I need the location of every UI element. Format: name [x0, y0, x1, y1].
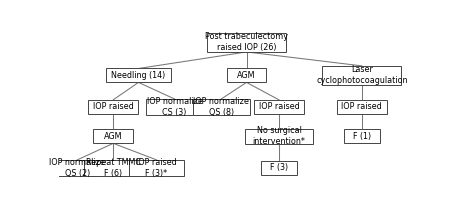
FancyBboxPatch shape	[245, 129, 313, 144]
Text: IOP raised: IOP raised	[93, 102, 134, 111]
FancyBboxPatch shape	[192, 99, 250, 115]
FancyBboxPatch shape	[261, 161, 297, 175]
Text: IOP raised: IOP raised	[341, 102, 382, 111]
Text: IOP normalize
CS (3): IOP normalize CS (3)	[146, 97, 202, 117]
FancyBboxPatch shape	[146, 99, 203, 115]
FancyBboxPatch shape	[254, 100, 304, 114]
FancyBboxPatch shape	[93, 129, 133, 143]
FancyBboxPatch shape	[337, 100, 387, 114]
Text: Repeat TMMC
F (6): Repeat TMMC F (6)	[86, 158, 141, 178]
Text: F (3): F (3)	[270, 163, 288, 172]
Text: AGM: AGM	[104, 132, 122, 141]
Text: Needling (14): Needling (14)	[111, 71, 165, 80]
FancyBboxPatch shape	[322, 66, 401, 85]
Text: Laser
cyclophotocoagulation: Laser cyclophotocoagulation	[316, 65, 408, 85]
FancyBboxPatch shape	[344, 129, 380, 143]
FancyBboxPatch shape	[207, 33, 286, 52]
Text: Post trabeculectomy
raised IOP (26): Post trabeculectomy raised IOP (26)	[205, 32, 288, 52]
FancyBboxPatch shape	[227, 68, 266, 82]
Text: IOP normalize
QS (8): IOP normalize QS (8)	[193, 97, 249, 117]
Text: F (1): F (1)	[353, 132, 371, 141]
FancyBboxPatch shape	[129, 160, 183, 176]
Text: IOP raised
F (3)*: IOP raised F (3)*	[136, 158, 177, 178]
FancyBboxPatch shape	[106, 68, 171, 82]
FancyBboxPatch shape	[88, 100, 138, 114]
FancyBboxPatch shape	[48, 160, 106, 176]
FancyBboxPatch shape	[84, 160, 142, 176]
Text: AGM: AGM	[237, 71, 256, 80]
Text: IOP raised: IOP raised	[258, 102, 299, 111]
Text: No surgical
intervention*: No surgical intervention*	[253, 126, 305, 146]
Text: IOP normalize
QS (2): IOP normalize QS (2)	[49, 158, 105, 178]
